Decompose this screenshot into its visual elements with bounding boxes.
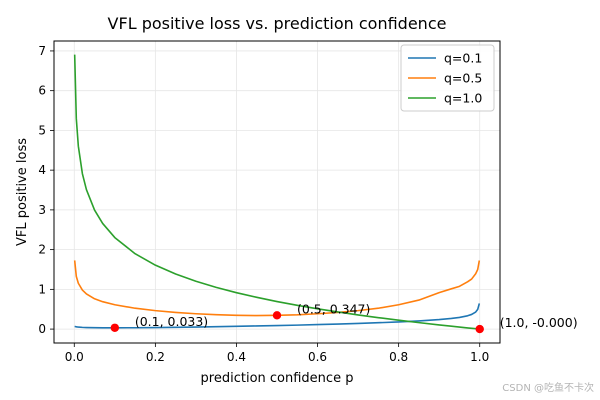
highlight-point-2 [272, 311, 282, 320]
plot-frame [53, 40, 501, 344]
point-label-3: (1.0, -0.000) [500, 315, 578, 330]
y-tick-label: 0 [38, 322, 46, 336]
point-label-2: (0.5, 0.347) [297, 301, 370, 316]
y-tick-label: 6 [38, 84, 46, 98]
y-axis-title: VFL positive loss [15, 138, 30, 246]
legend: q=0.1 q=0.5 q=1.0 [400, 44, 495, 112]
legend-label-2: q=0.5 [444, 71, 482, 86]
y-tick-label: 4 [38, 163, 46, 177]
point-annotations: (0.1, 0.033) (0.5, 0.347) (1.0, -0.000) [135, 301, 578, 330]
series-line-3 [73, 54, 480, 330]
legend-label-1: q=0.1 [444, 51, 482, 66]
chart-title: VFL positive loss vs. prediction confide… [108, 14, 447, 33]
y-tick-label: 7 [38, 44, 46, 58]
axis-ticks: 0.0 0.2 0.4 0.6 0.8 1.0 0 1 2 3 4 5 6 7 [38, 44, 489, 364]
x-tick-label: 0.8 [389, 350, 408, 364]
x-tick-label: 0.6 [308, 350, 327, 364]
point-label-1: (0.1, 0.033) [135, 314, 208, 329]
x-tick-label: 0.0 [65, 350, 84, 364]
y-tick-label: 2 [38, 243, 46, 257]
highlight-point-1 [110, 323, 120, 332]
y-tick-label: 5 [38, 123, 46, 137]
y-tick-label: 3 [38, 203, 46, 217]
legend-box [400, 44, 495, 112]
highlight-point-3 [475, 324, 484, 334]
x-tick-label: 0.4 [227, 350, 246, 364]
x-axis-title: prediction confidence p [201, 371, 354, 386]
y-tick-label: 1 [38, 282, 46, 296]
series-line-1 [74, 303, 481, 329]
series-line-2 [73, 260, 481, 317]
x-tick-label: 0.2 [146, 350, 165, 364]
watermark: CSDN @吃鱼不卡次 [502, 383, 594, 394]
highlight-points [110, 311, 484, 334]
legend-label-3: q=1.0 [444, 91, 482, 106]
x-tick-label: 1.0 [470, 350, 489, 364]
